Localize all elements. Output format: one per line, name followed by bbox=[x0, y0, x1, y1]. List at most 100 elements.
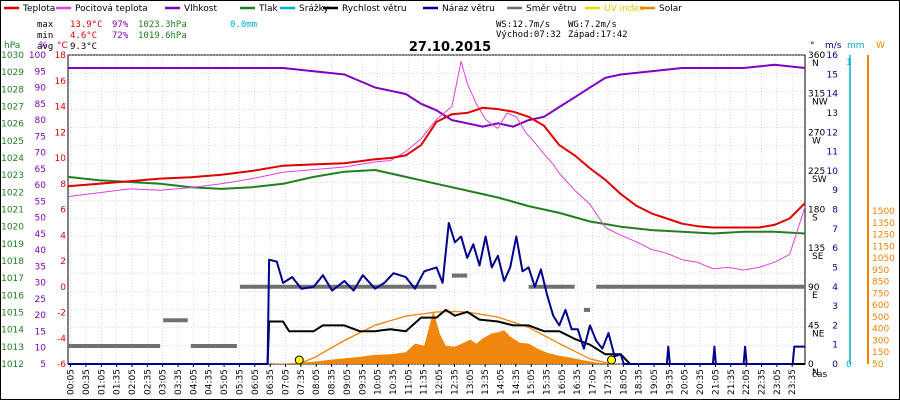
series-line-tlak bbox=[67, 169, 806, 235]
legend-label: Směr větru bbox=[526, 4, 576, 14]
w-tick-label: 600 bbox=[872, 301, 889, 311]
x-tick-label: 03:05 bbox=[159, 369, 169, 395]
x-tick-label: 06:35 bbox=[266, 369, 276, 395]
x-tick-label: 16:05 bbox=[558, 369, 568, 395]
x-tick-label: 04:05 bbox=[189, 369, 199, 395]
max-label: max bbox=[37, 20, 54, 30]
x-tick-label: 17:05 bbox=[589, 369, 599, 395]
ms-tick-label: 0 bbox=[832, 360, 838, 370]
pct-tick-label: 40 bbox=[35, 246, 47, 256]
sunset-text: Západ:17:42 bbox=[568, 30, 628, 40]
degc-tick-label: 12 bbox=[55, 128, 66, 138]
ms-tick-label: 16 bbox=[827, 51, 839, 61]
w-tick-label: 1500 bbox=[872, 207, 895, 217]
plot-area bbox=[67, 60, 806, 365]
deg-tick-label: 225 bbox=[808, 167, 825, 177]
legend-label: Vlhkost bbox=[184, 4, 217, 14]
x-tick-label: 19:35 bbox=[665, 369, 675, 395]
dir-tick-label: NE bbox=[812, 329, 825, 339]
w-tick-label: 400 bbox=[872, 325, 889, 335]
dir-tick-label: SW bbox=[812, 175, 827, 185]
hpa-tick-label: 1029 bbox=[1, 68, 24, 78]
x-tick-label: 22:05 bbox=[742, 369, 752, 395]
x-tick-label: 00:35 bbox=[82, 369, 92, 395]
x-tick-label: 02:05 bbox=[128, 369, 138, 395]
pct-tick-label: 25 bbox=[35, 295, 46, 305]
x-tick-label: 00:05 bbox=[67, 369, 77, 395]
x-tick-label: 21:35 bbox=[727, 369, 737, 395]
x-tick-label: 09:05 bbox=[343, 369, 353, 395]
x-tick-label: 12:35 bbox=[450, 369, 460, 395]
pct-tick-label: 45 bbox=[35, 230, 46, 240]
dir-tick-label: NW bbox=[812, 98, 828, 108]
sun-marker bbox=[294, 355, 304, 365]
hpa-tick-label: 1017 bbox=[1, 274, 24, 284]
min-label: min bbox=[37, 31, 53, 41]
ms-tick-label: 8 bbox=[832, 206, 838, 216]
w-tick-label: 1050 bbox=[872, 254, 895, 264]
x-tick-label: 13:05 bbox=[466, 369, 476, 395]
hpa-axis-label: hPa bbox=[4, 41, 20, 51]
x-tick-label: 09:35 bbox=[358, 369, 368, 395]
ms-axis-label: m/s bbox=[825, 41, 842, 51]
dir-tick-label: S bbox=[812, 214, 818, 224]
w-tick-label: 850 bbox=[872, 278, 889, 288]
legend: Teplota Pocitová teplota Vlhkost Tlak Srážky… bbox=[4, 4, 682, 14]
w-axis-label: W bbox=[876, 41, 885, 51]
max-temp: 13.9°C bbox=[70, 20, 103, 30]
w-tick-label: 150 bbox=[872, 348, 889, 358]
w-tick-label: 1150 bbox=[872, 242, 895, 252]
x-tick-label: 10:05 bbox=[374, 369, 384, 395]
degc-tick-label: 16 bbox=[55, 77, 67, 87]
series-line-vlhkost bbox=[68, 63, 806, 128]
pct-tick-label: 95 bbox=[35, 67, 46, 77]
pct-tick-label: 100 bbox=[29, 51, 46, 61]
hpa-tick-label: 1012 bbox=[1, 360, 24, 370]
degc-axis-label: °C bbox=[57, 41, 68, 51]
wind-speed-max: WS:12.7m/s bbox=[496, 20, 550, 30]
hpa-tick-label: 1014 bbox=[1, 326, 24, 336]
mm-tick-label: 1 bbox=[846, 58, 852, 68]
x-tick-label: 03:35 bbox=[174, 369, 184, 395]
x-tick-label: 23:35 bbox=[788, 369, 798, 395]
axis-ticks: 00:05 00:35 01:05 01:35 02:05 02:35 03:05 03:35… bbox=[1, 51, 895, 395]
pct-tick-label: 75 bbox=[35, 132, 46, 142]
x-tick-label: 16:35 bbox=[573, 369, 583, 395]
hpa-tick-label: 1023 bbox=[1, 171, 24, 181]
x-tick-label: 01:05 bbox=[97, 369, 107, 395]
pct-axis-label: % bbox=[39, 41, 48, 51]
pct-tick-label: 20 bbox=[35, 311, 47, 321]
hpa-tick-label: 1022 bbox=[1, 188, 24, 198]
x-tick-label: 11:05 bbox=[404, 369, 414, 395]
x-tick-label: 02:35 bbox=[143, 369, 153, 395]
legend-label: Pocitová teplota bbox=[75, 4, 148, 14]
x-tick-label: 13:35 bbox=[481, 369, 491, 395]
degc-tick-label: -2 bbox=[57, 309, 66, 319]
mm-tick-label: 0 bbox=[846, 360, 852, 370]
pct-tick-label: 10 bbox=[35, 344, 47, 354]
series-line-rychlost-v-tru bbox=[68, 308, 805, 365]
legend-label: Náraz větru bbox=[442, 4, 495, 14]
legend-label: Solar bbox=[659, 4, 682, 14]
hpa-tick-label: 1024 bbox=[1, 154, 24, 164]
min-press: 1019.6hPa bbox=[138, 31, 187, 41]
ms-tick-label: 4 bbox=[832, 283, 838, 293]
degc-tick-label: 4 bbox=[60, 231, 66, 241]
series-line-teplota bbox=[67, 106, 806, 229]
deg-tick-label: 135 bbox=[808, 244, 825, 254]
pct-tick-label: 70 bbox=[35, 149, 47, 159]
wind-gust-max: WG:7.2m/s bbox=[568, 20, 617, 30]
max-rain: 0.0mm bbox=[230, 20, 257, 30]
degc-tick-label: 8 bbox=[60, 180, 66, 190]
x-tick-label: 06:05 bbox=[251, 369, 261, 395]
x-tick-label: 21:05 bbox=[711, 369, 721, 395]
mm-axis-label: mm bbox=[847, 41, 865, 51]
x-tick-label: 05:05 bbox=[220, 369, 230, 395]
pct-tick-label: 5 bbox=[40, 360, 46, 370]
dir-tick-label: N bbox=[812, 59, 819, 69]
legend-label: Teplota bbox=[22, 4, 55, 14]
dir-tick-label: SE bbox=[812, 252, 824, 262]
